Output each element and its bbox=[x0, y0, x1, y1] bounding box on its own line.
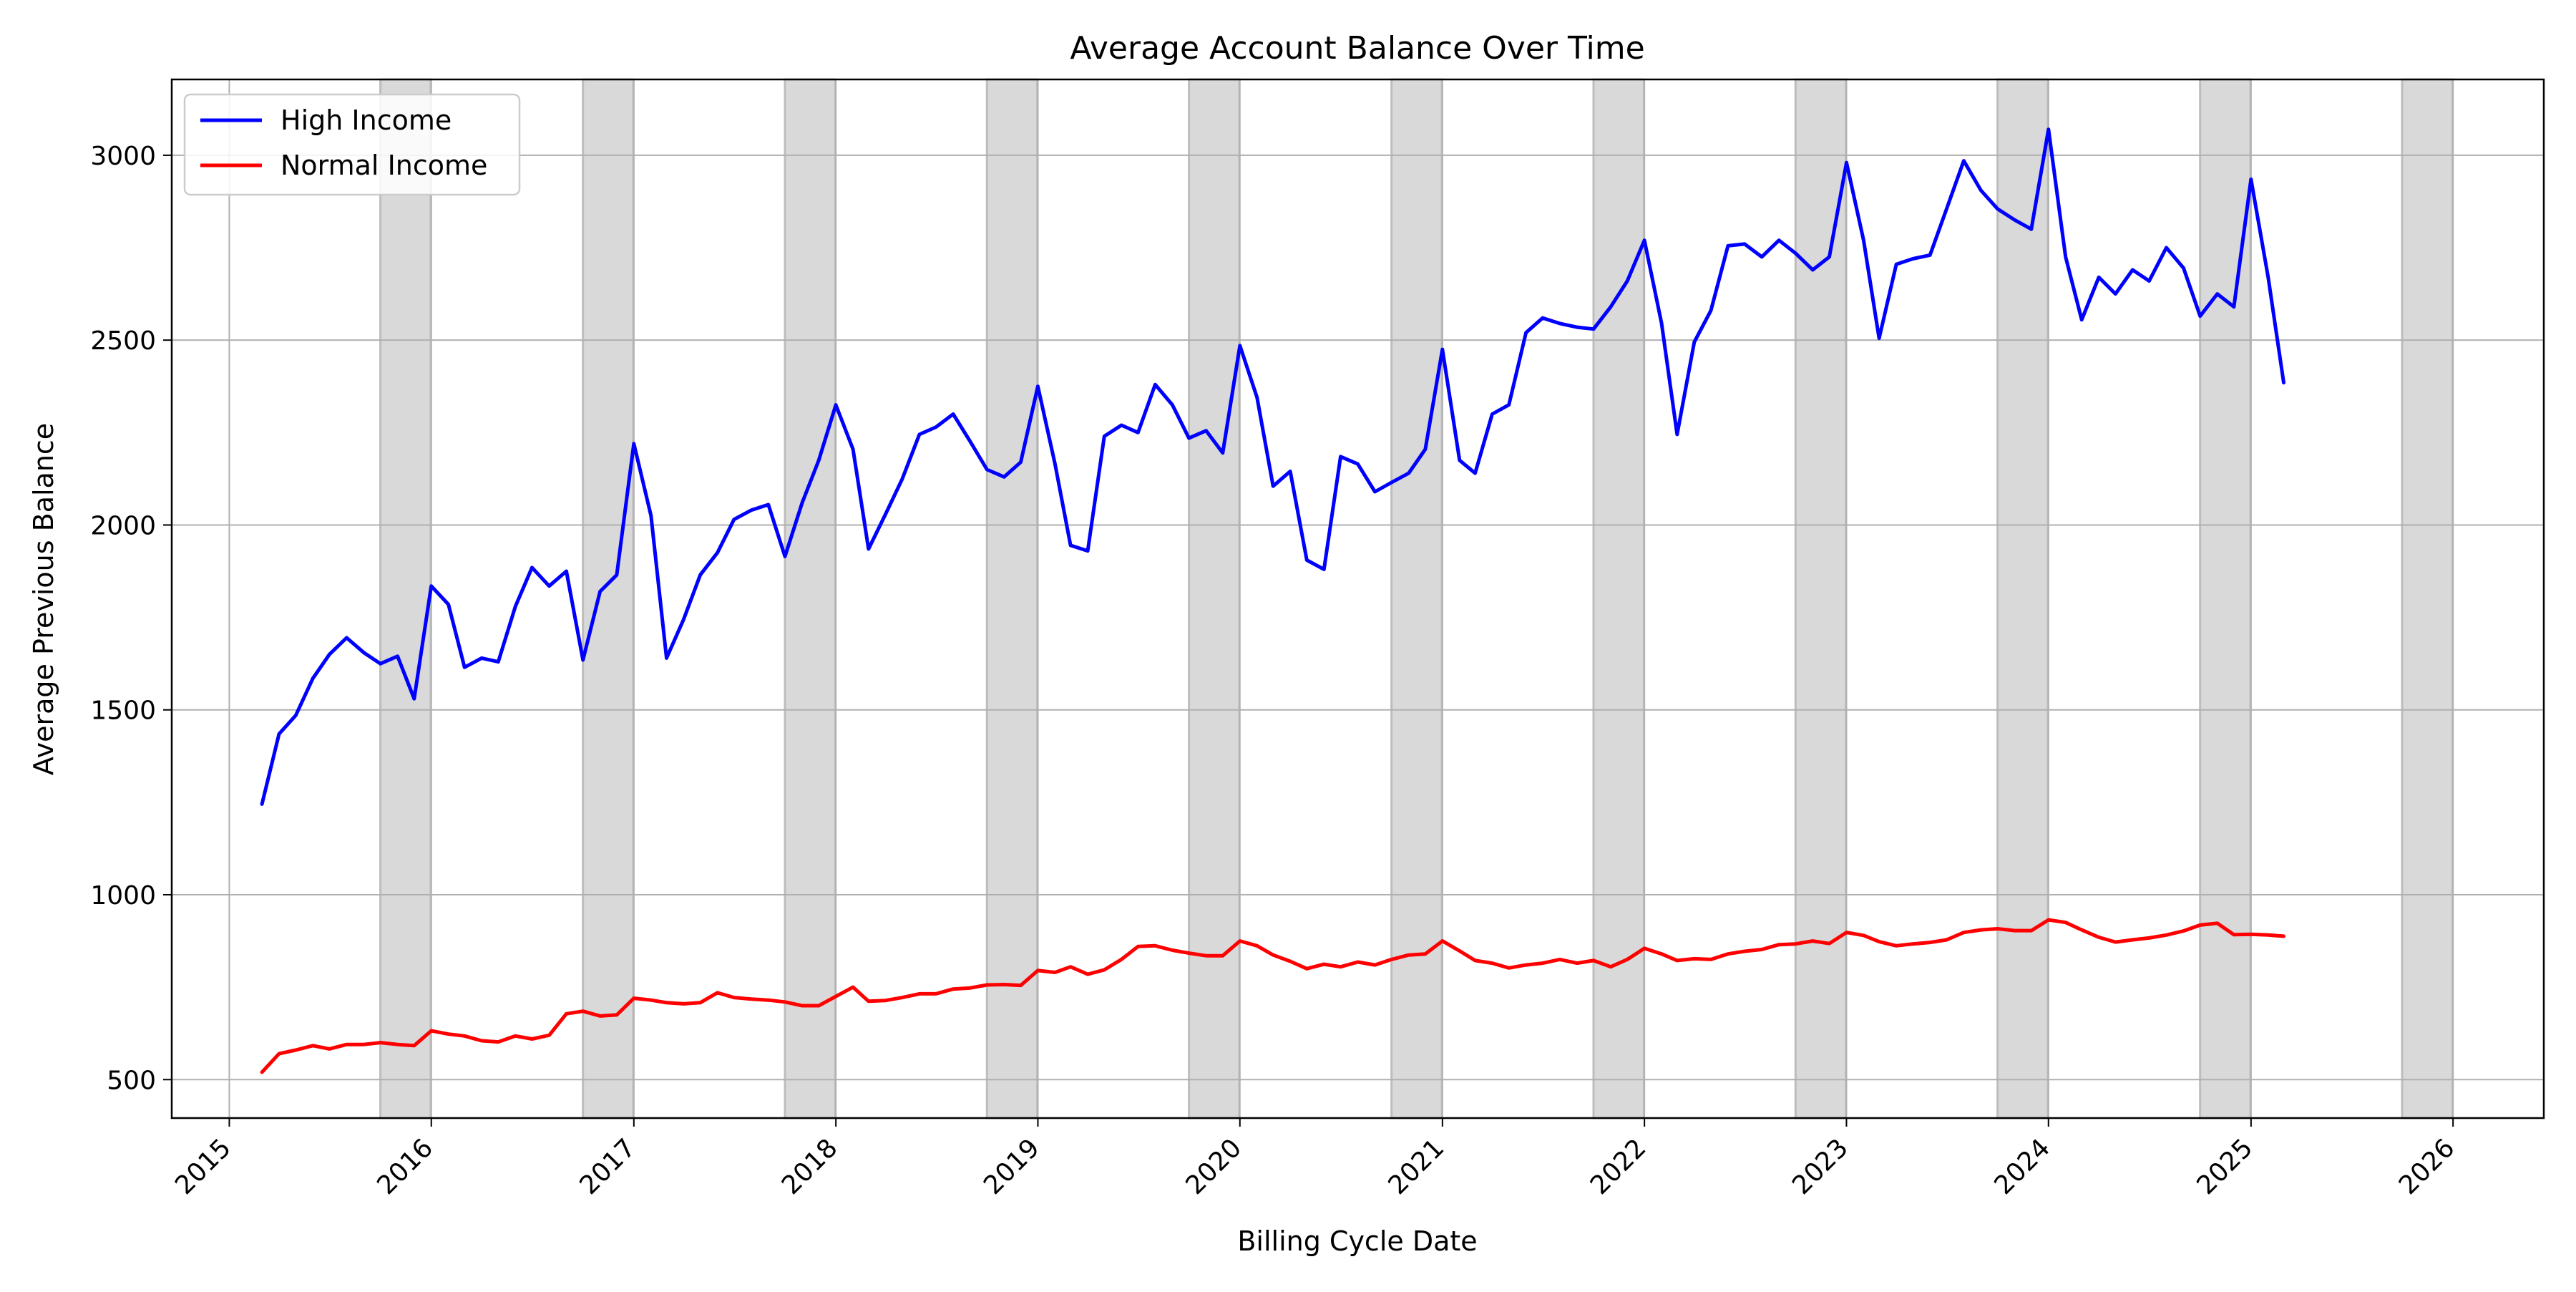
y-tick-label: 500 bbox=[107, 1066, 156, 1095]
y-axis: 500 1000 1500 2000 2500 3000 bbox=[90, 142, 172, 1095]
shaded-period-5 bbox=[1188, 78, 1241, 1119]
y-tick-label: 2500 bbox=[90, 326, 156, 356]
grid-lines bbox=[172, 79, 2544, 1118]
legend-box bbox=[183, 93, 521, 196]
legend-label-high-income: High Income bbox=[280, 105, 452, 136]
shaded-period-4 bbox=[985, 78, 1039, 1119]
series-line-normal-income bbox=[260, 918, 2285, 1074]
y-tick-label: 1500 bbox=[90, 696, 156, 726]
shaded-period-2 bbox=[582, 78, 635, 1119]
series-lines bbox=[260, 127, 2285, 1074]
shaded-period-11 bbox=[2401, 78, 2454, 1119]
chart-title: Average Account Balance Over Time bbox=[1070, 30, 1644, 67]
plot-frame bbox=[170, 78, 2545, 1119]
legend: High Income Normal Income bbox=[183, 93, 521, 196]
y-axis-label: Average Previous Balance bbox=[28, 423, 59, 775]
legend-label-normal-income: Normal Income bbox=[280, 150, 487, 181]
y-tick-label: 1000 bbox=[90, 881, 156, 910]
series-line-high-income bbox=[260, 127, 2285, 806]
shaded-period-3 bbox=[784, 78, 836, 1119]
shaded-period-6 bbox=[1390, 78, 1443, 1119]
shaded-period-9 bbox=[1996, 78, 2049, 1119]
y-tick-label: 2000 bbox=[90, 511, 156, 540]
x-axis-label: Billing Cycle Date bbox=[1237, 1225, 1477, 1257]
shaded-period-8 bbox=[1794, 78, 1848, 1119]
shaded-period-1 bbox=[379, 78, 432, 1119]
shaded-periods bbox=[379, 78, 2454, 1119]
y-tick-label: 3000 bbox=[90, 142, 156, 171]
